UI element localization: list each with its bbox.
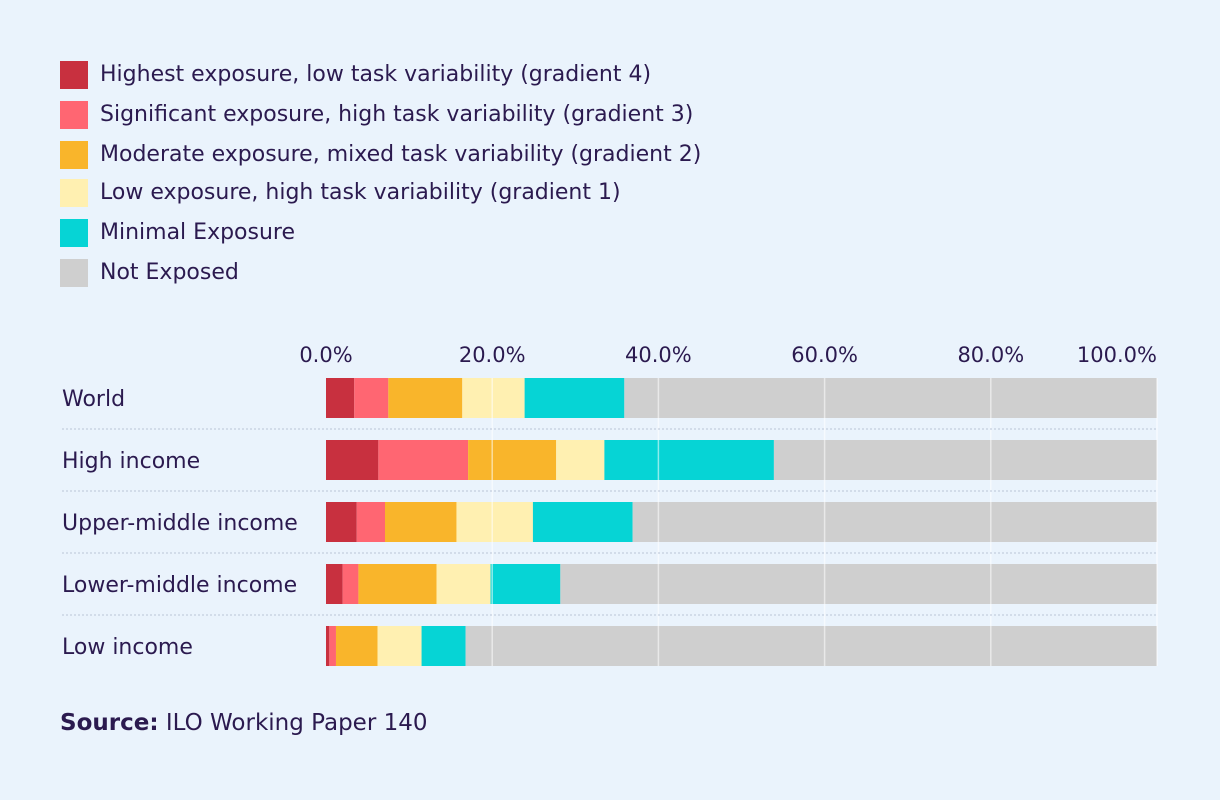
bar-high-income-not-exposed bbox=[773, 440, 1157, 480]
legend-swatch-gradient-3 bbox=[60, 101, 88, 129]
bar-upper-middle-income-minimal-exposure bbox=[532, 502, 633, 542]
bar-low-income-minimal-exposure bbox=[421, 626, 466, 666]
legend-label-not-exposed: Not Exposed bbox=[100, 260, 239, 285]
x-tick-label-0: 0.0% bbox=[299, 343, 352, 367]
x-tick-label-5: 100.0% bbox=[1077, 343, 1157, 367]
x-tick-label-1: 20.0% bbox=[459, 343, 526, 367]
bar-world-not-exposed bbox=[624, 378, 1157, 418]
legend-swatch-gradient-4 bbox=[60, 61, 88, 89]
bar-lower-middle-income-gradient-4 bbox=[326, 564, 343, 604]
legend-swatch-gradient-2 bbox=[60, 141, 88, 169]
x-tick-label-4: 80.0% bbox=[957, 343, 1024, 367]
bar-high-income-gradient-1 bbox=[556, 440, 605, 480]
legend-label-gradient-3: Significant exposure, high task variabil… bbox=[100, 102, 694, 127]
bar-lower-middle-income-minimal-exposure bbox=[490, 564, 561, 604]
bar-high-income-gradient-4 bbox=[326, 440, 379, 480]
bar-lower-middle-income-not-exposed bbox=[560, 564, 1157, 604]
bar-high-income-minimal-exposure bbox=[604, 440, 774, 480]
category-label-world: World bbox=[62, 387, 125, 412]
category-label-upper-middle-income: Upper-middle income bbox=[62, 511, 298, 536]
bar-world-minimal-exposure bbox=[524, 378, 625, 418]
bar-world-gradient-1 bbox=[462, 378, 525, 418]
bar-high-income-gradient-3 bbox=[378, 440, 469, 480]
source-text: ILO Working Paper 140 bbox=[165, 710, 428, 736]
legend-label-gradient-2: Moderate exposure, mixed task variabilit… bbox=[100, 142, 702, 167]
bar-low-income-gradient-4 bbox=[326, 626, 330, 666]
legend-label-minimal-exposure: Minimal Exposure bbox=[100, 220, 296, 245]
bar-low-income-gradient-2 bbox=[335, 626, 378, 666]
bar-world-gradient-3 bbox=[354, 378, 389, 418]
bar-world-gradient-2 bbox=[388, 378, 463, 418]
legend-swatch-gradient-1 bbox=[60, 179, 88, 207]
legend-label-gradient-1: Low exposure, high task variability (gra… bbox=[100, 180, 621, 205]
bar-low-income-not-exposed bbox=[465, 626, 1157, 666]
bar-upper-middle-income-gradient-4 bbox=[326, 502, 357, 542]
category-label-low-income: Low income bbox=[62, 635, 193, 660]
bar-upper-middle-income-gradient-2 bbox=[385, 502, 457, 542]
bar-low-income-gradient-1 bbox=[377, 626, 422, 666]
bar-upper-middle-income-gradient-3 bbox=[356, 502, 386, 542]
category-label-lower-middle-income: Lower-middle income bbox=[62, 573, 297, 598]
legend-swatch-not-exposed bbox=[60, 259, 88, 287]
bar-low-income-gradient-3 bbox=[329, 626, 336, 666]
bar-lower-middle-income-gradient-1 bbox=[436, 564, 491, 604]
bar-upper-middle-income-not-exposed bbox=[632, 502, 1157, 542]
legend-label-gradient-4: Highest exposure, low task variability (… bbox=[100, 62, 652, 87]
x-tick-label-3: 60.0% bbox=[791, 343, 858, 367]
bar-world-gradient-4 bbox=[326, 378, 355, 418]
bar-upper-middle-income-gradient-1 bbox=[456, 502, 533, 542]
bar-high-income-gradient-2 bbox=[468, 440, 557, 480]
source-note: Source: ILO Working Paper 140 bbox=[60, 708, 428, 738]
legend-swatch-minimal-exposure bbox=[60, 219, 88, 247]
bar-lower-middle-income-gradient-3 bbox=[342, 564, 359, 604]
bar-lower-middle-income-gradient-2 bbox=[358, 564, 437, 604]
source-label: Source: bbox=[60, 710, 159, 736]
x-tick-label-2: 40.0% bbox=[625, 343, 692, 367]
category-label-high-income: High income bbox=[62, 449, 200, 474]
